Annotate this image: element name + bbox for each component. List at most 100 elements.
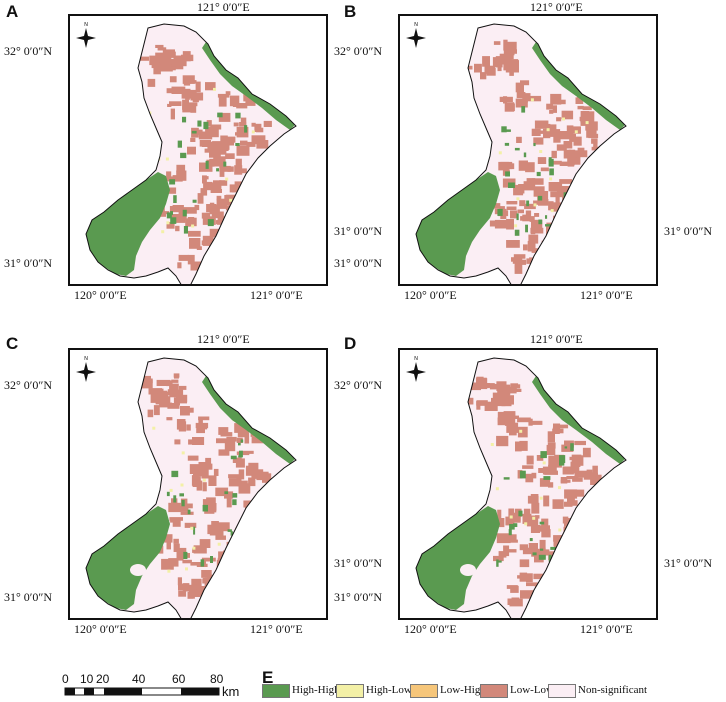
low-low-cell (256, 140, 269, 149)
low-low-cell (525, 210, 532, 218)
low-low-cell (233, 539, 244, 548)
high-low-cell (532, 516, 536, 520)
low-low-cell (519, 559, 530, 568)
lat-mid2-label-a: 31° 0′0″N (334, 256, 383, 270)
low-low-cell (533, 573, 545, 580)
low-low-cell (190, 589, 201, 597)
low-low-cell (526, 582, 539, 587)
high-high-cell (529, 538, 533, 542)
low-low-cell (519, 572, 528, 582)
high-low-cell (551, 558, 555, 562)
low-low-cell (161, 558, 174, 570)
high-high-cell (238, 442, 241, 446)
low-low-cell (556, 117, 562, 122)
low-low-cell (182, 407, 194, 413)
low-low-cell (528, 418, 533, 426)
low-low-cell (574, 470, 589, 478)
high-low-cell (581, 219, 585, 223)
legend-label: E (262, 668, 274, 687)
low-low-cell (498, 161, 509, 171)
low-low-cell (532, 420, 543, 425)
low-low-cell (564, 501, 573, 507)
lat-top-label-c: 32° 0′0″N (4, 378, 53, 392)
low-low-cell (170, 519, 175, 523)
low-low-cell (208, 595, 215, 603)
low-low-cell (173, 55, 187, 67)
low-low-cell (197, 193, 204, 204)
low-low-cell (165, 58, 178, 65)
low-low-cell (236, 437, 243, 443)
lat-mid-label-a: 31° 0′0″N (334, 224, 383, 238)
low-low-cell (175, 398, 180, 406)
low-low-cell (551, 150, 557, 159)
lat-top-label-b: 32° 0′0″N (334, 44, 383, 58)
low-low-cell (562, 466, 574, 475)
low-low-cell (503, 44, 515, 56)
low-low-cell (167, 403, 180, 409)
high-high-cell (518, 510, 523, 517)
high-low-cell (514, 224, 518, 228)
lon-bottom-left-label-b: 120° 0′0″E (404, 288, 457, 302)
low-low-cell (559, 424, 569, 429)
low-low-cell (560, 477, 568, 484)
high-high-cell (539, 521, 545, 525)
low-low-cell (159, 66, 173, 72)
low-low-cell (552, 99, 566, 105)
low-low-cell (173, 373, 180, 378)
low-low-cell (496, 381, 507, 392)
low-low-cell (505, 516, 514, 526)
low-low-cell (232, 457, 242, 463)
low-low-cell (199, 140, 211, 147)
low-low-cell (512, 512, 521, 522)
low-low-cell (217, 147, 227, 155)
low-low-cell (498, 413, 510, 421)
low-low-cell (235, 132, 242, 136)
low-low-cell (211, 248, 220, 257)
low-low-cell (232, 535, 241, 540)
low-low-cell (549, 160, 562, 165)
low-low-cell (516, 136, 522, 143)
high-high-cell (230, 455, 237, 460)
low-low-cell (480, 72, 487, 80)
high-high-cell (192, 199, 197, 203)
low-low-cell (558, 131, 571, 140)
low-low-cell (254, 123, 262, 132)
low-low-cell (213, 144, 218, 151)
low-low-cell (574, 440, 586, 446)
high-high-cell (505, 129, 511, 132)
low-low-cell (171, 86, 186, 94)
high-high-cell (497, 208, 503, 216)
legend-swatch-low-high (410, 684, 438, 698)
high-high-cell (193, 526, 196, 535)
low-low-cell (527, 95, 542, 102)
low-low-cell (525, 473, 534, 483)
high-low-cell (550, 209, 554, 213)
low-low-cell (185, 90, 190, 100)
low-low-cell (154, 56, 160, 67)
low-low-cell (225, 153, 235, 159)
map-panel-b: N (398, 14, 658, 286)
low-low-cell (181, 54, 194, 62)
high-high-cell (563, 554, 571, 558)
high-high-cell (205, 160, 209, 169)
low-low-cell (571, 454, 582, 464)
low-low-cell (171, 379, 179, 383)
scale-tick-20: 20 (96, 672, 110, 686)
high-high-lake-area (416, 506, 500, 610)
low-low-cell (582, 106, 592, 111)
high-high-cell (217, 112, 223, 118)
low-low-cell (248, 462, 259, 474)
low-low-cell (155, 44, 164, 48)
low-low-cell (205, 126, 219, 138)
low-low-cell (176, 553, 190, 558)
low-low-cell (174, 506, 189, 512)
high-high-cell (523, 152, 527, 158)
high-high-cell (223, 161, 227, 167)
low-low-cell (262, 473, 272, 483)
high-low-cell (169, 488, 173, 492)
low-low-cell (236, 126, 249, 138)
low-low-cell (537, 525, 550, 532)
low-low-cell (218, 427, 229, 435)
legend-label-low-high: Low-High (440, 684, 486, 696)
lon-bottom-right-label-a: 121° 0′0″E (250, 288, 303, 302)
